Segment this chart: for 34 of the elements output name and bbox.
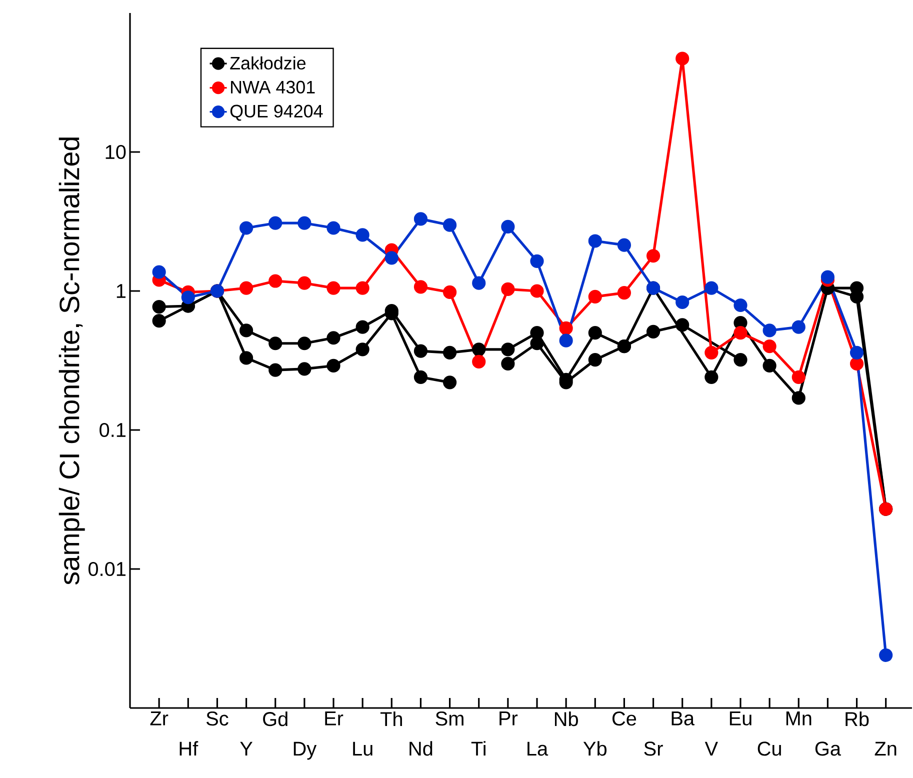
x-tick-label: Nb bbox=[554, 712, 578, 726]
x-tick-label: Yb bbox=[583, 741, 606, 756]
x-tick-label: Zr bbox=[150, 712, 168, 726]
x-tick-label: Ba bbox=[672, 712, 695, 726]
x-tick-label: Gd bbox=[263, 712, 288, 726]
legend-label: QUE 94204 bbox=[230, 104, 323, 121]
legend-label: Zakłodzie bbox=[230, 56, 306, 70]
x-tick-label: Lu bbox=[353, 742, 372, 756]
x-tick-label: Rb bbox=[846, 712, 869, 726]
x-tick-label: Nd bbox=[410, 741, 432, 756]
x-tick-label: Sc bbox=[206, 712, 228, 726]
x-tick-label: Pr bbox=[500, 712, 518, 726]
x-tick-label: Er bbox=[325, 712, 344, 726]
x-tick-label: Th bbox=[380, 712, 402, 726]
y-tick-label: 0.1 bbox=[100, 422, 126, 438]
x-tick-label: Dy bbox=[294, 742, 317, 760]
x-tick-label: Sr bbox=[644, 742, 663, 756]
x-tick-label: Eu bbox=[730, 712, 752, 726]
x-tick-label: Ga bbox=[815, 742, 841, 756]
x-tick-label: Ce bbox=[612, 712, 636, 726]
x-tick-label: Hf bbox=[180, 741, 198, 756]
x-tick-label: Ti bbox=[471, 741, 486, 756]
x-tick-label: Mn bbox=[786, 712, 812, 726]
x-tick-label: V bbox=[704, 742, 718, 756]
y-tick-label: 1 bbox=[116, 284, 126, 298]
y-axis-title: sample/ CI chondrite, Sc-normalized bbox=[58, 138, 85, 585]
legend-label: NWA 4301 bbox=[231, 80, 315, 94]
x-tick-label: La bbox=[528, 742, 548, 756]
x-tick-label: Cu bbox=[758, 742, 781, 756]
x-tick-label: Zn bbox=[874, 742, 896, 756]
y-tick-label: 10 bbox=[106, 144, 126, 160]
y-tick-label: 0.01 bbox=[88, 562, 126, 576]
x-tick-label: Y bbox=[240, 742, 252, 756]
x-tick-label: Sm bbox=[436, 712, 464, 726]
